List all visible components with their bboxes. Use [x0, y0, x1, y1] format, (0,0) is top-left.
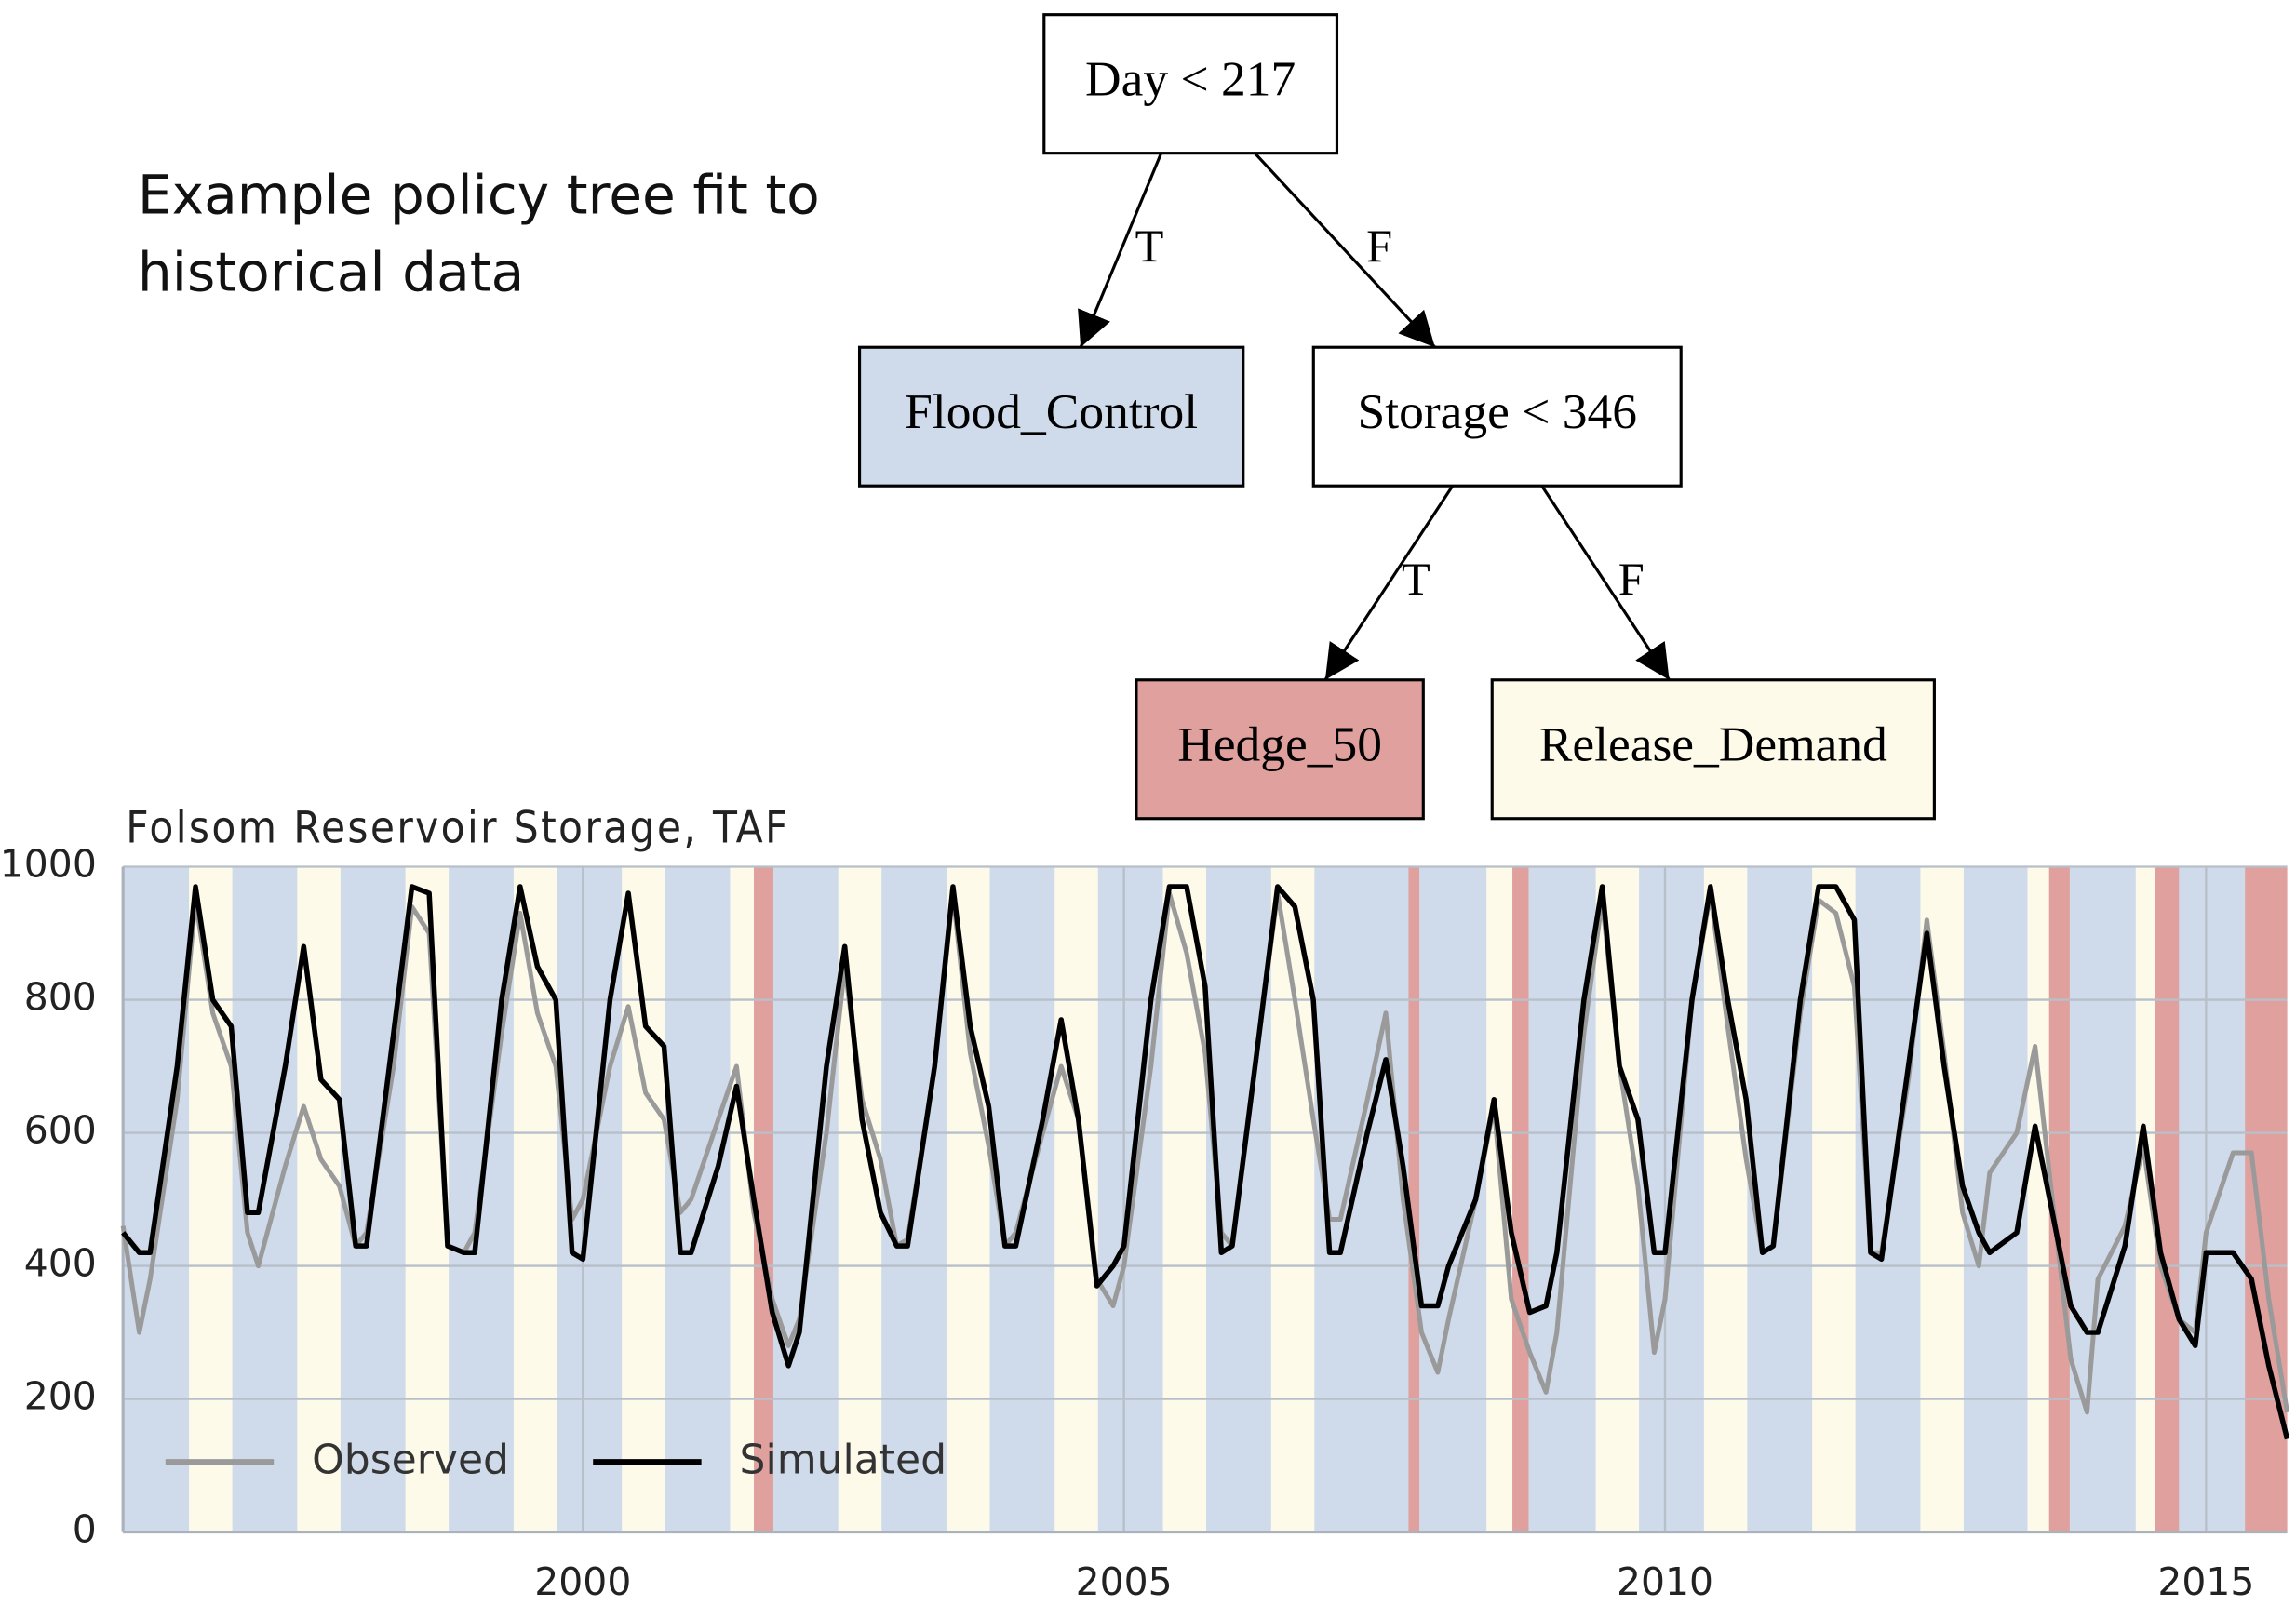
policy-band: [1408, 866, 1420, 1532]
y-tick-label: 0: [73, 1507, 97, 1552]
annotation-line: historical data: [138, 241, 524, 304]
chart-title: Folsom Reservoir Storage, TAF: [126, 802, 787, 853]
tree-edge: [1323, 485, 1455, 681]
x-tick-label: 2010: [1617, 1559, 1713, 1604]
tree-edge-label: T: [1402, 553, 1430, 605]
tree-node: [1490, 678, 1936, 821]
policy-band: [2048, 866, 2070, 1532]
legend-label: Observed: [312, 1436, 509, 1483]
tree-node-label: Release_Demand: [1539, 716, 1887, 772]
tree-node: [1135, 678, 1425, 821]
policy-band: [189, 866, 233, 1532]
policy-band: [1054, 866, 1098, 1532]
y-tick-label: 400: [24, 1241, 97, 1286]
policy-band: [622, 866, 665, 1532]
tree-node-label: Flood_Control: [905, 383, 1198, 439]
y-tick-label: 600: [24, 1108, 97, 1153]
policy-band: [2155, 866, 2180, 1532]
x-tick-label: 2015: [2157, 1559, 2254, 1604]
tree-node: [857, 345, 1245, 488]
policy-band: [297, 866, 341, 1532]
policy-band: [1595, 866, 1640, 1532]
annotation-line: Example policy tree fit to: [138, 163, 820, 226]
y-tick-label: 200: [24, 1374, 97, 1419]
tree-node: [1311, 345, 1683, 488]
policy-band: [1162, 866, 1207, 1532]
x-tick-label: 2000: [534, 1559, 631, 1604]
policy-band: [2027, 866, 2049, 1532]
legend-label: Simulated: [740, 1436, 947, 1483]
policy-band: [2135, 866, 2155, 1532]
y-tick-label: 1000: [0, 842, 97, 887]
policy-band: [513, 866, 557, 1532]
policy-band: [946, 866, 990, 1532]
tree-node-label: Storage < 346: [1358, 383, 1637, 439]
tree-node-label: Hedge_50: [1177, 716, 1382, 772]
x-tick-label: 2005: [1076, 1559, 1173, 1604]
policy-band: [405, 866, 450, 1532]
tree-edge: [1078, 153, 1163, 348]
tree-edge-label: T: [1135, 220, 1164, 272]
tree-edge: [1254, 152, 1437, 349]
tree-node: [1042, 13, 1339, 155]
policy-band: [1812, 866, 1856, 1532]
policy-band: [2245, 866, 2288, 1532]
tree-node-label: Day < 217: [1085, 50, 1296, 106]
policy-band: [1920, 866, 1964, 1532]
tree-edge-label: F: [1366, 220, 1392, 272]
tree-edge-label: F: [1618, 553, 1645, 605]
policy-band: [1512, 866, 1529, 1532]
policy-band: [754, 866, 773, 1532]
y-tick-label: 800: [24, 975, 97, 1020]
policy-band: [1703, 866, 1748, 1532]
tree-edge: [1540, 485, 1671, 681]
series-line: [121, 884, 2290, 1440]
